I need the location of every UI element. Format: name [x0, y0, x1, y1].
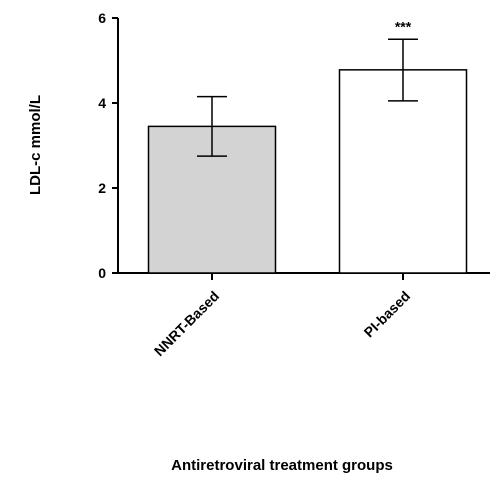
bar-pi-based	[338, 69, 468, 274]
x-axis-label: Antiretroviral treatment groups	[171, 457, 393, 474]
bars	[147, 69, 468, 274]
y-tick-label: 2	[98, 180, 106, 196]
y-tick-label: 6	[98, 10, 106, 26]
x-tick-label: NNRT-Based	[151, 288, 222, 359]
y-tick-label: 4	[98, 95, 106, 111]
error-bars	[197, 38, 418, 157]
significance-annotation: ***	[395, 18, 412, 34]
y-axis-label: LDL-c mmol/L	[27, 95, 44, 195]
x-tick-label: PI-based	[361, 288, 414, 341]
y-tick-label: 0	[98, 265, 106, 281]
